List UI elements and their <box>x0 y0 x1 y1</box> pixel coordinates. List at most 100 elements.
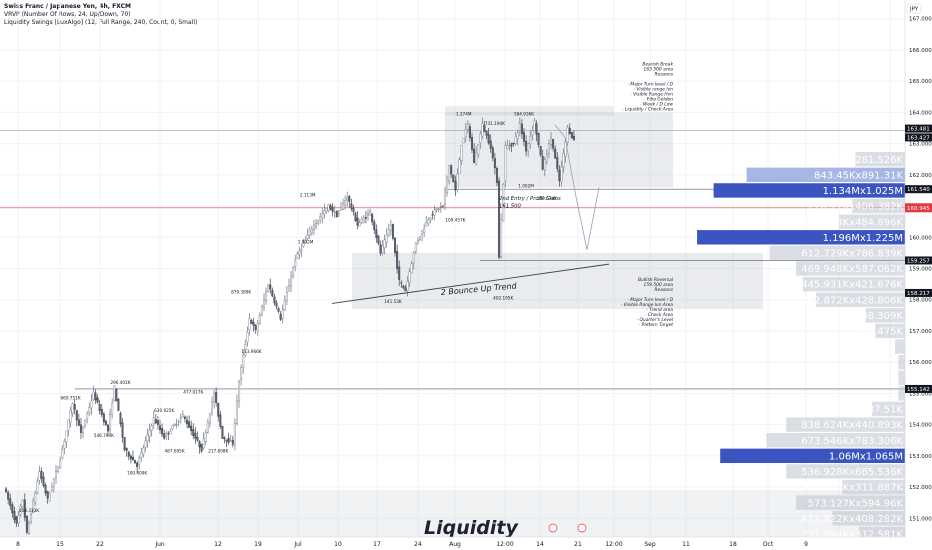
candle-body <box>414 243 417 252</box>
candle-body <box>298 251 301 255</box>
price-tick: 153.000 <box>909 454 932 460</box>
volume-profile-bar <box>872 401 905 417</box>
candle-body <box>156 420 159 425</box>
candle-body <box>57 466 60 472</box>
volume-profile-label: 469.948Kx587.062K <box>801 264 903 275</box>
candle-body <box>342 203 345 210</box>
volume-profile-bar <box>746 167 905 183</box>
candle-body <box>487 134 490 144</box>
candle-body <box>406 281 409 291</box>
currency-label: JPY <box>909 7 919 13</box>
candle-body <box>514 136 517 145</box>
time-axis-bg <box>0 537 932 550</box>
candle-body <box>504 145 507 182</box>
volume-profile-bar <box>769 245 905 261</box>
volume-profile-bar <box>697 230 905 245</box>
candle-body <box>109 414 112 430</box>
candle-body <box>121 422 124 438</box>
volume-profile-bar <box>786 464 905 479</box>
bullish-title: Bullish Reversal <box>638 277 674 283</box>
candle-body <box>242 354 245 368</box>
candle-body <box>260 306 263 315</box>
volume-profile-bar <box>842 479 905 495</box>
price-tick: 151.000 <box>909 516 932 522</box>
volume-profile-label: 347.051Kx237.51K <box>808 405 904 416</box>
price-level-tag <box>905 185 932 194</box>
swing-volume-label: 630.925K <box>154 408 174 413</box>
price-tick: 154.000 <box>909 423 932 429</box>
candle-body <box>136 462 139 467</box>
volume-profile-label: 1.06Mx1.065M <box>829 451 903 462</box>
candle-body <box>500 218 503 257</box>
price-level-text: 155.142 <box>907 387 930 393</box>
candle-body <box>200 443 203 452</box>
candle-body <box>55 470 58 479</box>
candle-body <box>238 381 241 403</box>
price-tick: 160.000 <box>909 235 932 241</box>
candle-body <box>396 251 399 269</box>
swing-volume-label: 217.808K <box>208 449 228 454</box>
candle-body <box>520 123 523 135</box>
candle-body <box>556 157 559 169</box>
candle-body <box>246 332 249 343</box>
candle-body <box>252 322 255 326</box>
candle-body <box>77 419 80 426</box>
candle-body <box>364 217 367 219</box>
candle-body <box>400 282 403 284</box>
candle-body <box>319 216 322 221</box>
candle-body <box>300 248 303 251</box>
candle-body <box>163 433 166 439</box>
candle-body <box>233 423 236 446</box>
candle-body <box>275 302 278 307</box>
candle-body <box>192 429 195 436</box>
candle-body <box>186 419 189 425</box>
candle-body <box>510 143 513 147</box>
candle-body <box>552 139 555 149</box>
candle-body <box>273 296 276 304</box>
candle-body <box>144 440 147 448</box>
bullish-reason: - Major Turn level / D <box>627 297 673 303</box>
candle-body <box>312 224 315 230</box>
volume-profile-label: 1.134Mx1.025M <box>823 186 903 197</box>
volume-profile-bar <box>875 323 905 339</box>
price-level-tag <box>905 384 932 393</box>
candle-body <box>398 266 401 280</box>
candle-body <box>50 486 53 492</box>
candle-body <box>572 135 575 140</box>
swing-volume-label: 100.409K <box>127 471 147 476</box>
candle-body <box>279 313 282 320</box>
candle-body <box>464 129 467 137</box>
candle-body <box>213 393 216 403</box>
indicator-liquidity-label[interactable]: Liquidity Swings [LuxAlgo] (12, Full Ran… <box>4 19 198 26</box>
candle-body <box>27 523 30 534</box>
swing-volume-label: 546.794K <box>94 433 114 438</box>
candle-body <box>283 299 286 311</box>
candle-body <box>460 144 463 161</box>
time-tick: 19 <box>254 541 262 548</box>
indicator-vrvp-label[interactable]: VRVP (Number Of Rows, 24, Up/Down, 70) <box>4 11 131 18</box>
candle-body <box>371 213 374 223</box>
candle-body <box>285 291 288 302</box>
volume-profile-bar <box>815 292 905 307</box>
candle-body <box>431 214 434 216</box>
candle-body <box>383 239 386 248</box>
candle-body <box>154 419 157 424</box>
candle-body <box>471 137 474 150</box>
volume-profile-bar <box>802 276 905 292</box>
volume-profile-label: 231.694Kx312.581K <box>801 529 903 540</box>
candle-body <box>317 220 320 224</box>
candle-body <box>477 144 480 156</box>
candle-body <box>111 403 114 415</box>
candle-body <box>468 126 471 139</box>
time-tick: Oct <box>763 541 774 548</box>
bearish-reason: 163.500 area <box>644 67 674 73</box>
candle-body <box>568 127 571 135</box>
candle-body <box>244 344 247 356</box>
swing-volume-label: 169.574K <box>537 196 557 201</box>
time-tick: 15 <box>56 541 64 548</box>
candle-body <box>131 456 134 461</box>
volume-profile-label: 271Kx281.526K <box>824 155 904 166</box>
candle-body <box>323 210 326 215</box>
candle-body <box>17 515 20 524</box>
